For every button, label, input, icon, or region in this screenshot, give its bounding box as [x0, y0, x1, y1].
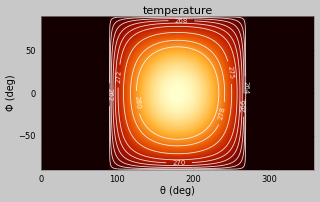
Y-axis label: Φ (deg): Φ (deg)	[5, 75, 16, 111]
Text: 278: 278	[218, 106, 227, 121]
Text: 280: 280	[133, 96, 141, 109]
Text: 266: 266	[241, 98, 247, 112]
Text: 270: 270	[172, 160, 186, 166]
Text: 264: 264	[242, 81, 248, 95]
Text: 262: 262	[107, 88, 112, 101]
Text: 275: 275	[226, 66, 234, 80]
Title: temperature: temperature	[142, 6, 213, 16]
Text: 268: 268	[175, 18, 188, 24]
X-axis label: θ (deg): θ (deg)	[160, 186, 195, 196]
Text: 272: 272	[115, 69, 122, 83]
